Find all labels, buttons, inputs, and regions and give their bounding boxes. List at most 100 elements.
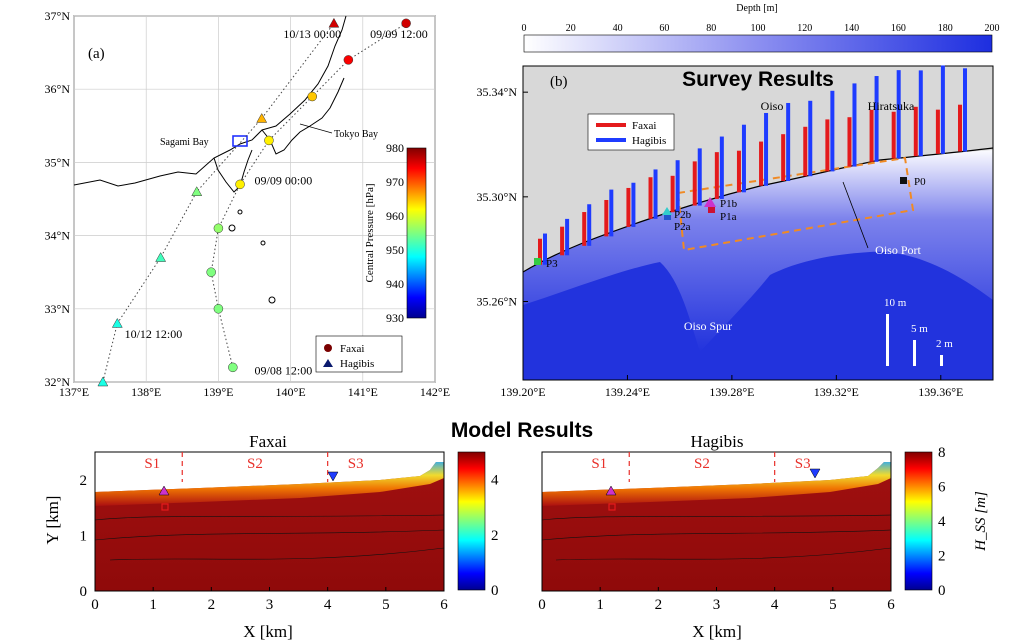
scale-bar-2m xyxy=(940,355,943,366)
pressure-tick-label: 950 xyxy=(386,243,404,257)
x-tick-label: 5 xyxy=(382,597,390,613)
island-marker xyxy=(237,209,243,215)
faxai-p0-marker xyxy=(327,471,339,482)
oiso-label: Oiso xyxy=(761,99,784,113)
faxai-track-point xyxy=(206,267,216,277)
shallow-water-shading xyxy=(523,148,993,352)
hagibis-p0-marker xyxy=(809,468,821,479)
faxai-p1a-marker xyxy=(161,503,169,511)
hagibis-inundation-bar xyxy=(874,76,879,162)
scale-bar-5m xyxy=(913,340,916,366)
x-tick-label: 2 xyxy=(655,597,663,613)
hagibis-inundation-bar xyxy=(940,65,945,154)
faxai-inundation-bar xyxy=(714,152,719,199)
faxai-inundation-bar xyxy=(847,117,852,167)
faxai-inundation-bar xyxy=(670,175,675,213)
pressure-tick-label: 930 xyxy=(386,311,404,325)
depth-tick-label: 80 xyxy=(706,23,716,34)
hagibis-p1b-marker xyxy=(605,485,617,496)
hagibis-inundation-bar xyxy=(808,100,813,177)
hagibis-inundation-bar xyxy=(653,169,658,219)
x-tick-label: 4 xyxy=(324,597,332,613)
y-tick-label: 1 xyxy=(80,528,88,544)
faxai-track-point xyxy=(264,135,274,146)
depth-tick-label: 140 xyxy=(844,23,859,34)
typhoon-tracks xyxy=(97,17,411,387)
oiso-spur-label: Oiso Spur xyxy=(684,319,732,333)
x-tick-label: 2 xyxy=(208,597,216,613)
y-tick-label: 35.26°N xyxy=(477,295,518,309)
faxai-inundation-bar xyxy=(825,119,830,172)
x-tick-label: 3 xyxy=(266,597,274,613)
faxai-model-panel: Faxai 0 1 2 3 4 5 6 0 1 2 S1 S2 S3 Y [km] X [km] 0 2 4 xyxy=(43,432,499,641)
tokyo-bay-leader xyxy=(299,123,333,134)
hagibis-colorbar-label: H_SS [m] xyxy=(973,491,989,552)
depth-tick-label: 120 xyxy=(797,23,812,34)
faxai-track-line xyxy=(210,22,407,368)
hagibis-inundation-bar xyxy=(543,233,547,265)
faxai-inundation-bar xyxy=(781,134,786,181)
hagibis-inundation-bar xyxy=(786,102,791,181)
point-p1a-label: P1a xyxy=(720,211,737,223)
faxai-track-point xyxy=(228,362,238,373)
hagibis-inundation-bar xyxy=(852,83,857,167)
x-tick-label: 141°E xyxy=(348,385,378,399)
faxai-x-axis-label: X [km] xyxy=(243,622,293,641)
faxai-shoreline-band xyxy=(95,462,444,506)
legend-faxai-marker xyxy=(324,344,332,352)
faxai-inundation-bar xyxy=(869,109,874,162)
study-area-box xyxy=(232,135,248,147)
hagibis-shoreline-band xyxy=(542,462,891,506)
coastline-izu xyxy=(213,149,253,193)
hagibis-inundation-bar xyxy=(830,90,835,172)
hagibis-inundation-bar xyxy=(697,148,702,206)
colorbar-tick-label: 0 xyxy=(938,583,946,599)
colorbar-tick-label: 2 xyxy=(938,549,946,565)
faxai-track-point xyxy=(343,55,354,65)
y-tick-label: 34°N xyxy=(45,229,71,243)
scale-label-5m: 5 m xyxy=(911,323,928,335)
legend-hagibis-marker xyxy=(323,359,333,367)
hagibis-panel-title: Hagibis xyxy=(691,432,744,451)
track-time-label: 10/13 00:00 xyxy=(283,27,341,41)
model-results-title: Model Results xyxy=(451,419,593,442)
point-p3-label: P3 xyxy=(546,258,558,270)
survey-map-axes: 139.20°E 139.24°E 139.28°E 139.32°E 139.36°E… xyxy=(477,85,964,399)
faxai-inundation-bar xyxy=(803,126,808,177)
faxai-p1b-marker xyxy=(158,485,170,496)
panel-label: (b) xyxy=(550,74,568,90)
x-tick-label: 6 xyxy=(887,597,895,613)
hagibis-p1a-marker xyxy=(608,503,616,511)
faxai-depth-contours xyxy=(94,514,445,561)
scale-label-2m: 2 m xyxy=(936,338,953,350)
x-tick-label: 0 xyxy=(91,597,99,613)
x-tick-label: 139.36°E xyxy=(918,385,963,399)
x-tick-label: 5 xyxy=(829,597,837,613)
point-p0-label: P0 xyxy=(914,176,926,188)
colorbar-tick-label: 4 xyxy=(491,473,499,489)
faxai-inundation-bar xyxy=(891,111,896,159)
track-map-frame xyxy=(73,15,436,383)
depth-tick-label: 60 xyxy=(659,23,669,34)
legend-hagibis-label: Hagibis xyxy=(632,135,666,147)
x-tick-label: 1 xyxy=(596,597,604,613)
hagibis-inundation-bar xyxy=(587,204,592,246)
x-tick-label: 138°E xyxy=(131,385,161,399)
faxai-track-point xyxy=(213,223,224,234)
colorbar-tick-label: 4 xyxy=(938,514,946,530)
oiso-port-label: Oiso Port xyxy=(875,243,921,257)
x-tick-label: 139°E xyxy=(203,385,233,399)
faxai-inundation-bar xyxy=(913,106,918,157)
faxai-panel-title: Faxai xyxy=(249,432,287,451)
x-tick-label: 3 xyxy=(713,597,721,613)
track-time-label: 09/08 12:00 xyxy=(255,364,313,378)
point-p1b-marker xyxy=(704,197,716,207)
point-p2a-label: P2a xyxy=(674,221,691,233)
hagibis-x-axis-label: X [km] xyxy=(692,622,742,641)
depth-colorbar-ticks: 0 20 40 60 80 100 120 140 160 180 200 xyxy=(522,23,1000,34)
faxai-inundation-bar xyxy=(604,199,609,237)
hagibis-inundation-bar xyxy=(719,136,724,199)
hagibis-track-point xyxy=(328,17,340,28)
sagami-bay-label: Sagami Bay xyxy=(160,137,209,148)
